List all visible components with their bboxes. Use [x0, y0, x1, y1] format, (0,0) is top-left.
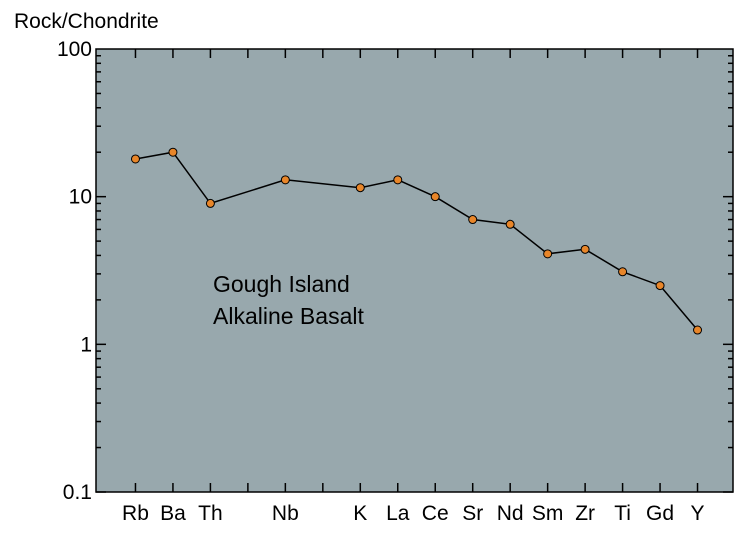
- axis-ticks: [96, 49, 733, 493]
- x-tick-label: Rb: [122, 502, 149, 525]
- annotation-line-2: Alkaline Basalt: [213, 303, 364, 329]
- y-tick-label: 100: [57, 38, 92, 61]
- data-point: [505, 219, 515, 229]
- x-tick-label: Sm: [532, 502, 564, 525]
- plot-background: [96, 49, 733, 492]
- x-tick-label: Ti: [614, 502, 631, 525]
- x-tick-label: Zr: [575, 502, 595, 525]
- data-point: [130, 154, 140, 164]
- data-point: [618, 267, 628, 277]
- x-tick-label: La: [386, 502, 410, 525]
- x-tick-labels: Rb Ba Th Nb K La Ce Sr Nd Sm Zr Ti Gd Y: [122, 502, 704, 525]
- x-tick-label: Nb: [272, 502, 299, 525]
- data-point: [580, 244, 590, 254]
- x-tick-label: Th: [198, 502, 223, 525]
- x-tick-label: Sr: [462, 502, 483, 525]
- data-point: [543, 249, 553, 259]
- x-tick-label: Ba: [160, 502, 186, 525]
- y-tick-labels: 100 10 1 0.1: [57, 38, 92, 504]
- y-tick-label: 10: [69, 186, 92, 209]
- series-line: [135, 151, 699, 331]
- annotation-line-1: Gough Island: [213, 271, 350, 297]
- data-point: [168, 147, 178, 157]
- x-tick-label: Y: [691, 502, 705, 525]
- data-point: [205, 198, 215, 208]
- data-point: [468, 215, 478, 225]
- data-point: [393, 175, 403, 185]
- y-tick-label: 0.1: [63, 481, 92, 504]
- data-point: [693, 325, 703, 335]
- x-tick-label: Ce: [422, 502, 449, 525]
- x-tick-label: Nd: [497, 502, 524, 525]
- y-axis-title: Rock/Chondrite: [14, 10, 159, 33]
- data-point: [355, 183, 365, 193]
- plot-frame: [95, 48, 734, 493]
- x-tick-label: Gd: [646, 502, 674, 525]
- data-points: [130, 147, 703, 335]
- y-tick-label: 1: [80, 333, 92, 356]
- data-point: [430, 192, 440, 202]
- data-point: [655, 281, 665, 291]
- x-tick-label: K: [353, 502, 367, 525]
- data-point: [280, 175, 290, 185]
